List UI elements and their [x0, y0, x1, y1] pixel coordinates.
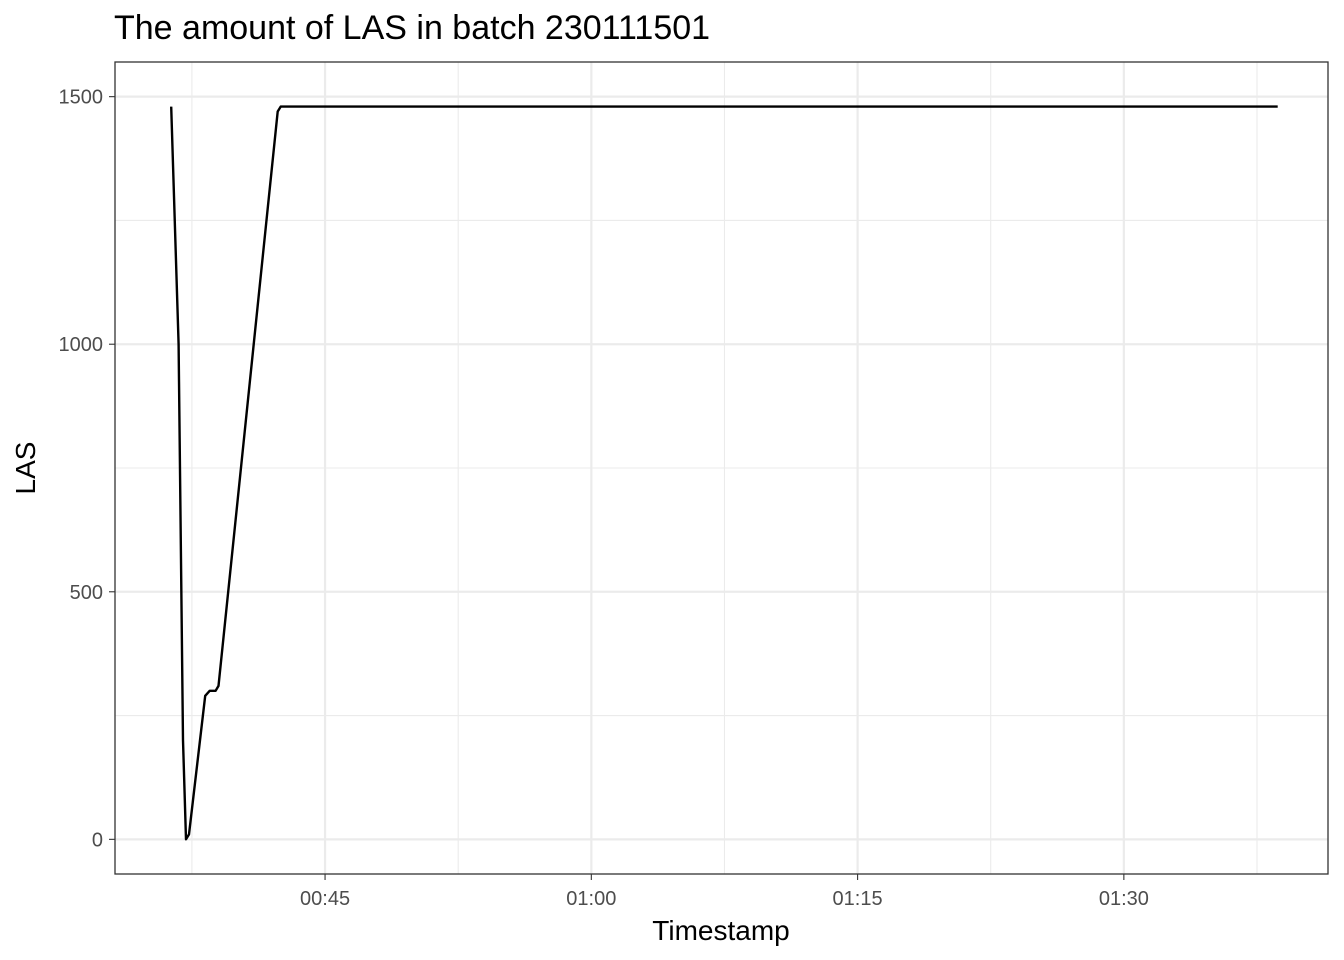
grid-lines — [115, 62, 1328, 874]
tick-labels: 00:45 01:00 01:15 01:30 0 500 1000 1500 — [59, 87, 1149, 910]
series-layer — [170, 105, 1278, 841]
x-tick-label: 01:15 — [833, 888, 883, 910]
x-axis-title: Timestamp — [652, 915, 789, 946]
chart-title: The amount of LAS in batch 230111501 — [114, 9, 710, 47]
plot-panel-border — [114, 61, 1329, 875]
series-line — [170, 105, 1278, 841]
y-tick-label: 500 — [70, 582, 103, 604]
x-tick-label: 01:30 — [1099, 888, 1149, 910]
x-tick-label: 00:45 — [300, 888, 350, 910]
y-tick-label: 1000 — [59, 334, 104, 356]
x-tick-label: 01:00 — [566, 888, 616, 910]
y-axis-title: LAS — [10, 442, 41, 495]
y-tick-label: 0 — [92, 829, 103, 851]
axis-ticks — [109, 96, 1125, 880]
y-tick-label: 1500 — [59, 87, 104, 109]
